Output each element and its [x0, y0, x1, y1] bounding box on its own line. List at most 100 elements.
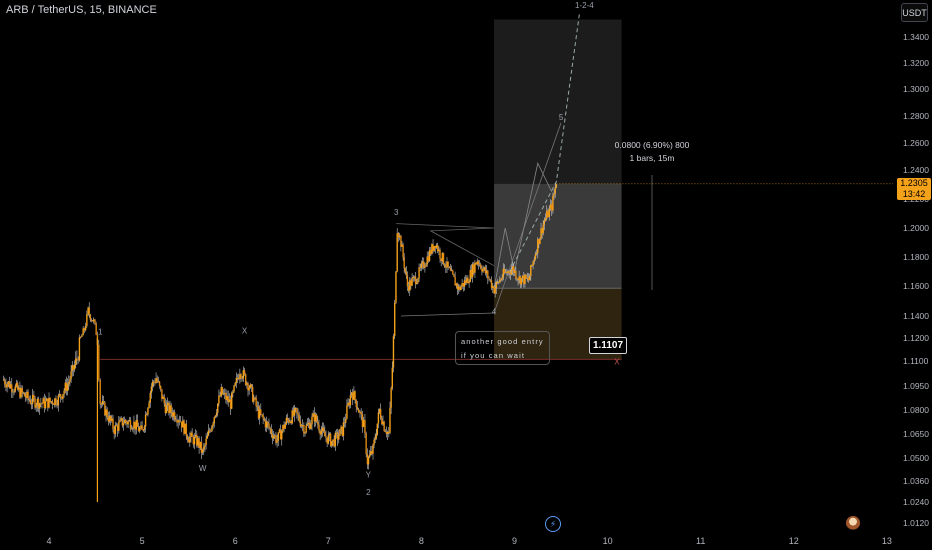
candle-body: [42, 398, 44, 404]
candle-body: [65, 382, 68, 392]
candle-body: [197, 438, 199, 446]
candle-body: [233, 385, 235, 392]
wave-4-5-projection: [400, 122, 562, 317]
candle-body: [75, 358, 77, 365]
candle-body: [534, 254, 537, 260]
candle-body: [232, 391, 234, 394]
candle-body: [189, 436, 191, 443]
candle-body: [269, 427, 271, 429]
candle-body: [180, 421, 183, 428]
candle-body: [401, 244, 403, 247]
candle-body: [18, 387, 20, 390]
candle-body: [253, 398, 255, 402]
candle-body: [270, 428, 272, 435]
candle-body: [347, 402, 349, 406]
candle-body: [446, 261, 448, 268]
candle-body: [463, 280, 466, 287]
candle-body: [291, 410, 293, 424]
candle-body: [178, 420, 181, 422]
candle-body: [94, 319, 96, 324]
candle-body: [519, 276, 522, 285]
candle-body: [292, 410, 295, 416]
candle-body: [419, 267, 421, 269]
candle-body: [73, 364, 76, 370]
candle-body: [482, 268, 484, 272]
candle-body: [229, 399, 232, 409]
candle-body: [391, 367, 394, 389]
candle-body: [163, 396, 165, 404]
note-callout[interactable]: another good entry if you can wait: [455, 331, 550, 365]
candle-body: [61, 396, 63, 399]
candle-body: [299, 421, 302, 427]
y-tick-label: 1.1400: [903, 311, 929, 321]
candle-body: [364, 419, 366, 434]
candle-body: [249, 384, 252, 388]
candle-body: [407, 286, 410, 291]
candle-body: [119, 419, 121, 422]
candle-body: [26, 391, 28, 398]
candle-body: [480, 264, 482, 269]
candle-body: [83, 328, 86, 331]
candle-body: [28, 398, 30, 401]
y-tick-label: 1.3400: [903, 32, 929, 42]
candle-body: [16, 382, 19, 390]
candle-body: [435, 245, 438, 248]
candle-body: [214, 415, 217, 418]
wave-label: 2: [366, 488, 371, 497]
bolt-icon[interactable]: ⚡: [545, 516, 561, 532]
candle-body: [231, 393, 233, 409]
candle-body: [506, 271, 508, 273]
candle-body: [377, 412, 380, 424]
candle-body: [256, 406, 259, 408]
candle-body: [127, 421, 129, 425]
symbol-title: ARB / TetherUS, 15, BINANCE: [6, 4, 157, 16]
candle-body: [394, 302, 396, 337]
candle-body: [64, 382, 66, 391]
candle-body: [459, 286, 461, 291]
candle-body: [383, 421, 385, 432]
candle-body: [8, 381, 11, 388]
candle-body: [502, 268, 505, 278]
candle-body: [331, 441, 333, 446]
x-tick-label: 9: [512, 536, 517, 546]
candle-body: [284, 423, 286, 429]
candle-body: [345, 418, 347, 423]
candle-body: [526, 277, 529, 279]
candle-body: [206, 435, 208, 439]
candle-body: [342, 422, 345, 436]
candle-body: [525, 274, 527, 279]
candle-body: [190, 432, 192, 437]
avatar-icon[interactable]: [846, 516, 860, 530]
candle-body: [360, 411, 362, 415]
candle-body: [34, 398, 36, 408]
candle-body: [469, 269, 471, 282]
candle-body: [128, 420, 130, 422]
candle-body: [211, 426, 213, 432]
candle-body: [361, 414, 364, 428]
profit-zone-upper[interactable]: [494, 19, 622, 184]
candle-body: [456, 283, 459, 290]
candle-body: [306, 424, 309, 426]
y-tick-label: 1.0500: [903, 453, 929, 463]
candle-body: [443, 264, 446, 267]
candle-body: [397, 233, 400, 238]
candle-body: [477, 261, 480, 265]
candle-body: [109, 415, 112, 421]
candle-body: [235, 377, 238, 383]
candle-body: [329, 433, 332, 446]
candle-body: [47, 398, 49, 408]
candle-body: [355, 399, 357, 408]
candle-body: [453, 274, 455, 277]
candle-body: [27, 391, 29, 399]
candle-body: [395, 271, 397, 303]
currency-button[interactable]: USDT: [901, 3, 928, 22]
candle-body: [386, 431, 389, 435]
candle-body: [192, 436, 195, 445]
candle-body: [201, 449, 204, 453]
candle-body: [332, 439, 334, 442]
candle-body: [15, 382, 18, 387]
candle-body: [69, 379, 71, 382]
candle-body: [62, 394, 64, 399]
candle-body: [240, 374, 242, 379]
